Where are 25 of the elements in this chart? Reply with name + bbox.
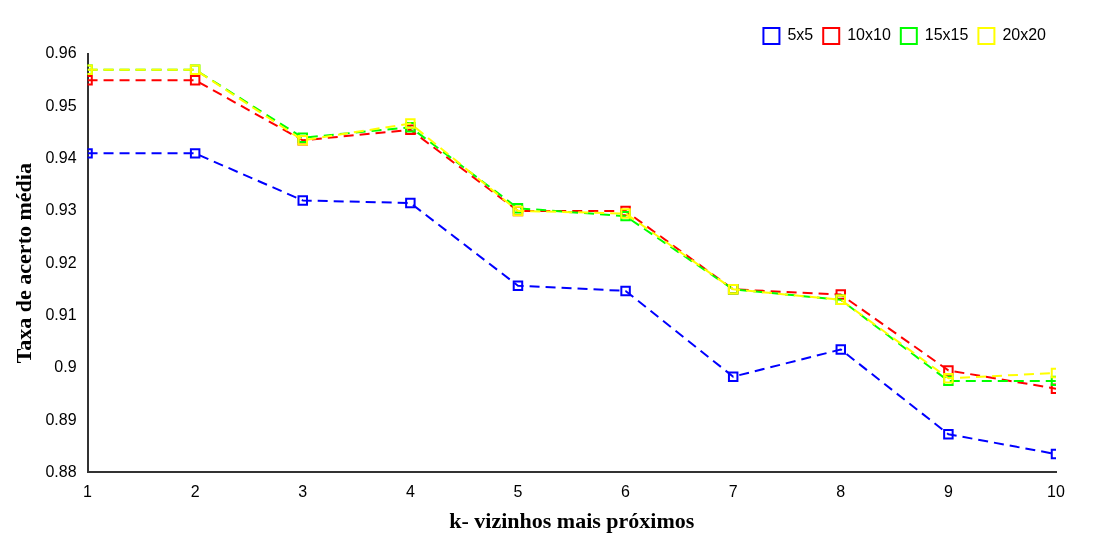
y-tick-label: 0.95 <box>45 96 77 114</box>
y-tick-label: 0.91 <box>45 305 77 323</box>
y-tick-label: 0.89 <box>45 410 77 428</box>
y-tick-label: 0.94 <box>45 149 77 167</box>
x-tick-label: 8 <box>836 483 846 501</box>
legend-label: 5x5 <box>787 26 814 44</box>
x-tick-label: 6 <box>621 483 631 501</box>
x-tick-label: 1 <box>83 483 93 501</box>
x-tick-label: 5 <box>513 483 523 501</box>
legend-label: 10x10 <box>847 26 891 44</box>
y-tick-label: 0.9 <box>54 358 77 376</box>
x-tick-label: 2 <box>190 483 200 501</box>
y-tick-label: 0.92 <box>45 253 77 271</box>
x-tick-label: 10 <box>1047 483 1065 501</box>
x-tick-label: 7 <box>728 483 738 501</box>
x-tick-label: 4 <box>405 483 415 501</box>
legend-label: 20x20 <box>1002 26 1047 44</box>
y-axis-title: Taxa de acerto média <box>10 163 36 364</box>
y-tick-label: 0.96 <box>45 44 77 62</box>
legend-label: 15x15 <box>924 26 969 44</box>
y-tick-label: 0.93 <box>45 201 77 219</box>
x-axis-title: k- vizinhos mais próximos <box>449 508 695 534</box>
x-tick-label: 3 <box>298 483 308 501</box>
x-tick-label: 9 <box>943 483 953 501</box>
y-tick-label: 0.88 <box>45 462 77 480</box>
